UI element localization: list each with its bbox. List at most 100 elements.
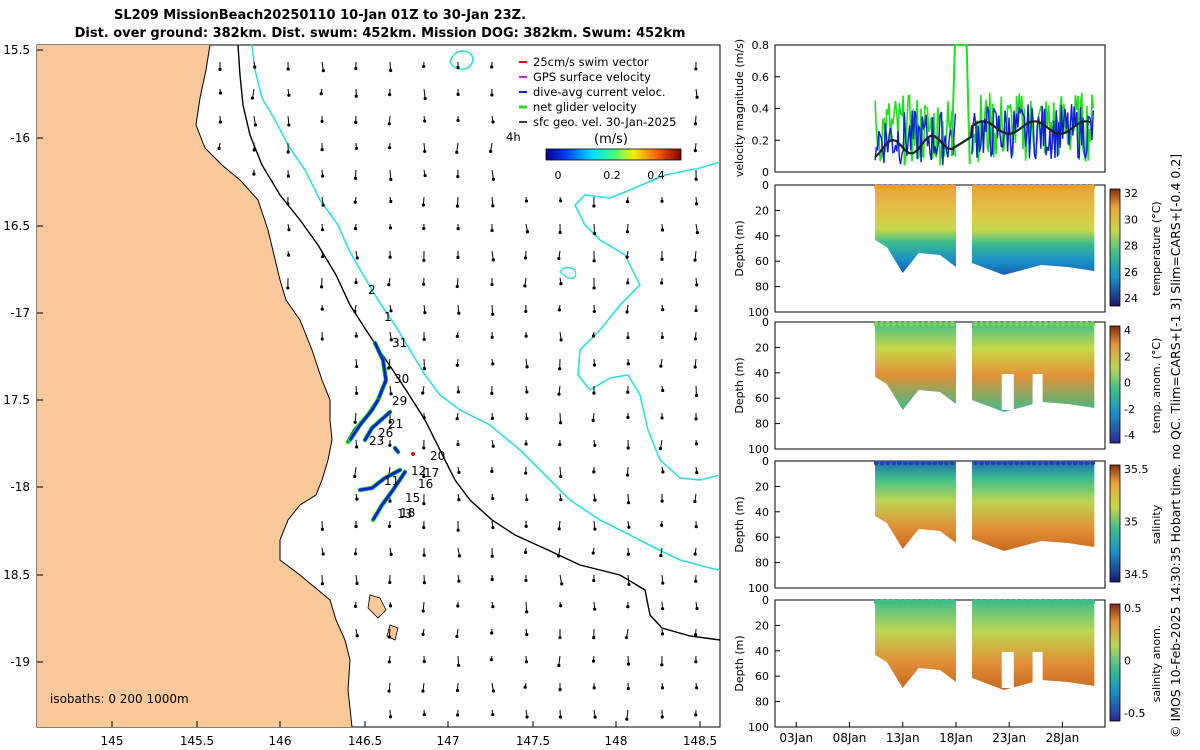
colorbar-tick-label: 4 [1124,324,1131,337]
colorbar-label: temperature (°C) [1150,201,1163,295]
depth-ytick-label: 40 [755,230,769,243]
time-axis: 03Jan 08Jan 13Jan 18Jan 23Jan 28Jan [779,722,1079,745]
colorbar-tick-label: 0 [1124,377,1131,390]
panel-colorbar [1109,603,1121,722]
map-ytick-label: -19 [10,655,30,669]
colorbar-tick-label: 35 [1124,516,1138,529]
chart-title-line1: SL209 MissionBeach20250110 10-Jan 01Z to… [113,8,527,23]
map-xtick-label: 147.5 [516,734,550,748]
depth-ytick-label: 100 [748,443,769,456]
map-xtick-label: 146 [269,734,292,748]
isobath-200m [237,44,721,641]
colorbar-tick-label: 26 [1124,266,1138,279]
time-tick-label: 08Jan [833,731,867,745]
isobaths-label: isobaths: 0 200 1000m [50,692,189,706]
colorbar-tick-label: 2 [1124,350,1131,363]
colorbar-tick-label: -4 [1124,429,1135,442]
velocity-ylabel: velocity magnitude (m/s) [733,39,746,177]
panel-colorbar [1109,325,1121,444]
velocity-ytick-label: 0.8 [752,39,770,52]
depth-ytick-label: 60 [755,670,769,683]
map-ytick-label: 15.5 [3,43,30,57]
velocity-ytick-label: 0.6 [752,71,770,84]
isobath-1000m [251,44,721,571]
track-day-label: 1 [384,310,392,324]
velocity-ytick-label: 0 [762,166,769,179]
depth-ytick-label: 100 [748,721,769,734]
depth-ytick-label: 80 [755,418,769,431]
legend-dive-avg: dive-avg current veloc. [533,85,666,99]
depth-ylabel: Depth (m) [733,357,746,413]
depth-panel: 0 20 40 60 80 100 Depth (m) 0.5 0 -0.5 salinity an… [733,594,1163,734]
depth-ytick-label: 80 [755,557,769,570]
depth-ytick-label: 20 [755,341,769,354]
track-day-label: 13 [397,507,412,521]
time-tick-label: 23Jan [992,731,1026,745]
legend-swim-vector: 25cm/s swim vector [533,55,649,69]
legend-gps-velocity: GPS surface velocity [533,70,651,84]
track-day-label: 26 [378,426,393,440]
map-ytick-label: -18 [10,480,30,494]
colorbar-tick-label: -0.5 [1124,707,1145,720]
colorbar-label: salinity [1150,504,1163,544]
map-xtick-label: 148 [605,734,628,748]
colorbar-tick-label: 0.5 [1124,602,1142,615]
chart-title-line2: Dist. over ground: 382km. Dist. swum: 45… [74,26,686,41]
time-tick-label: 28Jan [1046,731,1080,745]
map-xtick-label: 147 [437,734,460,748]
map-axis-ticks: 145 145.5 146 146.5 147 147.5 148 148.5 15.5 -16 1… [3,43,717,748]
time-tick-label: 13Jan [886,731,920,745]
track-day-label: 12 [411,464,426,478]
colorbar-tick-label: 0 [1124,655,1131,668]
colorbar-tick-label: 34.5 [1124,568,1149,581]
depth-ytick-label: 60 [755,255,769,268]
depth-ytick-label: 100 [748,582,769,595]
colorbar-label: temp. anom. (°C) [1150,338,1163,434]
vector-time-label: 4h [506,130,521,144]
track-day-label: 18 [400,506,415,520]
colorbar-label: salinity anom. [1150,625,1163,703]
depth-ytick-label: 100 [748,306,769,319]
glider-track [345,340,415,523]
colorbar-tick-label: 35.5 [1124,463,1149,476]
map-ytick-label: -17 [10,306,30,320]
map-ytick-label: 16.5 [3,219,30,233]
legend-sfc-geo: sfc geo. vel. 30-Jan-2025 [533,115,677,129]
depth-ytick-label: 60 [755,392,769,405]
colorbar-tick-label: 24 [1124,292,1138,305]
velocity-ytick-label: 0.4 [752,103,770,116]
colorbar-tick-label: -2 [1124,403,1135,416]
depth-ytick-label: 80 [755,696,769,709]
depth-ytick-label: 0 [762,316,769,329]
speed-colorbar [545,148,682,161]
velocity-arrows [217,61,699,721]
coastline [195,44,353,728]
colorbar-tick: 0.4 [647,169,665,182]
depth-ylabel: Depth (m) [733,496,746,552]
track-day-label: 16 [418,477,433,491]
track-day-label: 31 [392,336,407,350]
colorbar-tick: 0 [555,169,562,182]
map-legend: 25cm/s swim vector GPS surface velocity … [506,55,682,182]
colorbar-unit: (m/s) [594,132,628,147]
colorbar-tick: 0.2 [603,169,621,182]
panel-colorbar [1109,464,1121,583]
map-xtick-label: 145 [101,734,124,748]
time-tick-label: 18Jan [939,731,973,745]
land-mass [37,45,352,727]
velocity-panel: 0 0.2 0.4 0.6 0.8 velocity magnitude (m/s) [733,39,1106,179]
map-xtick-label: 146.5 [348,734,382,748]
depth-ylabel: Depth (m) [733,635,746,691]
depth-ytick-label: 40 [755,506,769,519]
depth-ytick-label: 0 [762,179,769,192]
track-day-label: 15 [405,491,420,505]
map-ytick-label: 17.5 [3,393,30,407]
depth-ytick-label: 20 [755,619,769,632]
velocity-ytick-label: 0.2 [752,134,770,147]
depth-ytick-label: 20 [755,480,769,493]
depth-ylabel: Depth (m) [733,220,746,276]
